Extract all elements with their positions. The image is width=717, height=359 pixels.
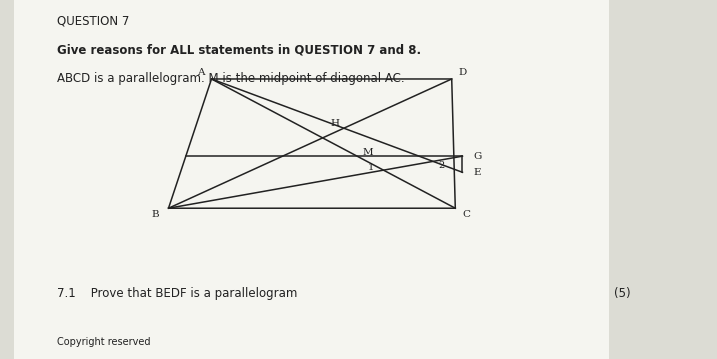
Text: ABCD is a parallelogram. M is the midpoint of diagonal AC.: ABCD is a parallelogram. M is the midpoi… [57,72,405,85]
Text: Copyright reserved: Copyright reserved [57,337,151,348]
Text: B: B [152,210,159,219]
Text: M: M [363,148,373,157]
Text: 2: 2 [439,161,445,170]
Text: C: C [462,210,470,219]
Text: A: A [197,68,204,77]
Text: D: D [458,68,467,77]
Polygon shape [14,0,609,359]
Text: (5): (5) [614,287,631,300]
Text: 7.1    Prove that BEDF is a parallelogram: 7.1 Prove that BEDF is a parallelogram [57,287,298,300]
Text: 1: 1 [367,163,374,172]
Text: Give reasons for ALL statements in QUESTION 7 and 8.: Give reasons for ALL statements in QUEST… [57,43,422,56]
Text: H: H [331,120,340,129]
Text: QUESTION 7: QUESTION 7 [57,14,130,27]
Text: E: E [473,168,480,177]
Text: G: G [473,151,482,161]
